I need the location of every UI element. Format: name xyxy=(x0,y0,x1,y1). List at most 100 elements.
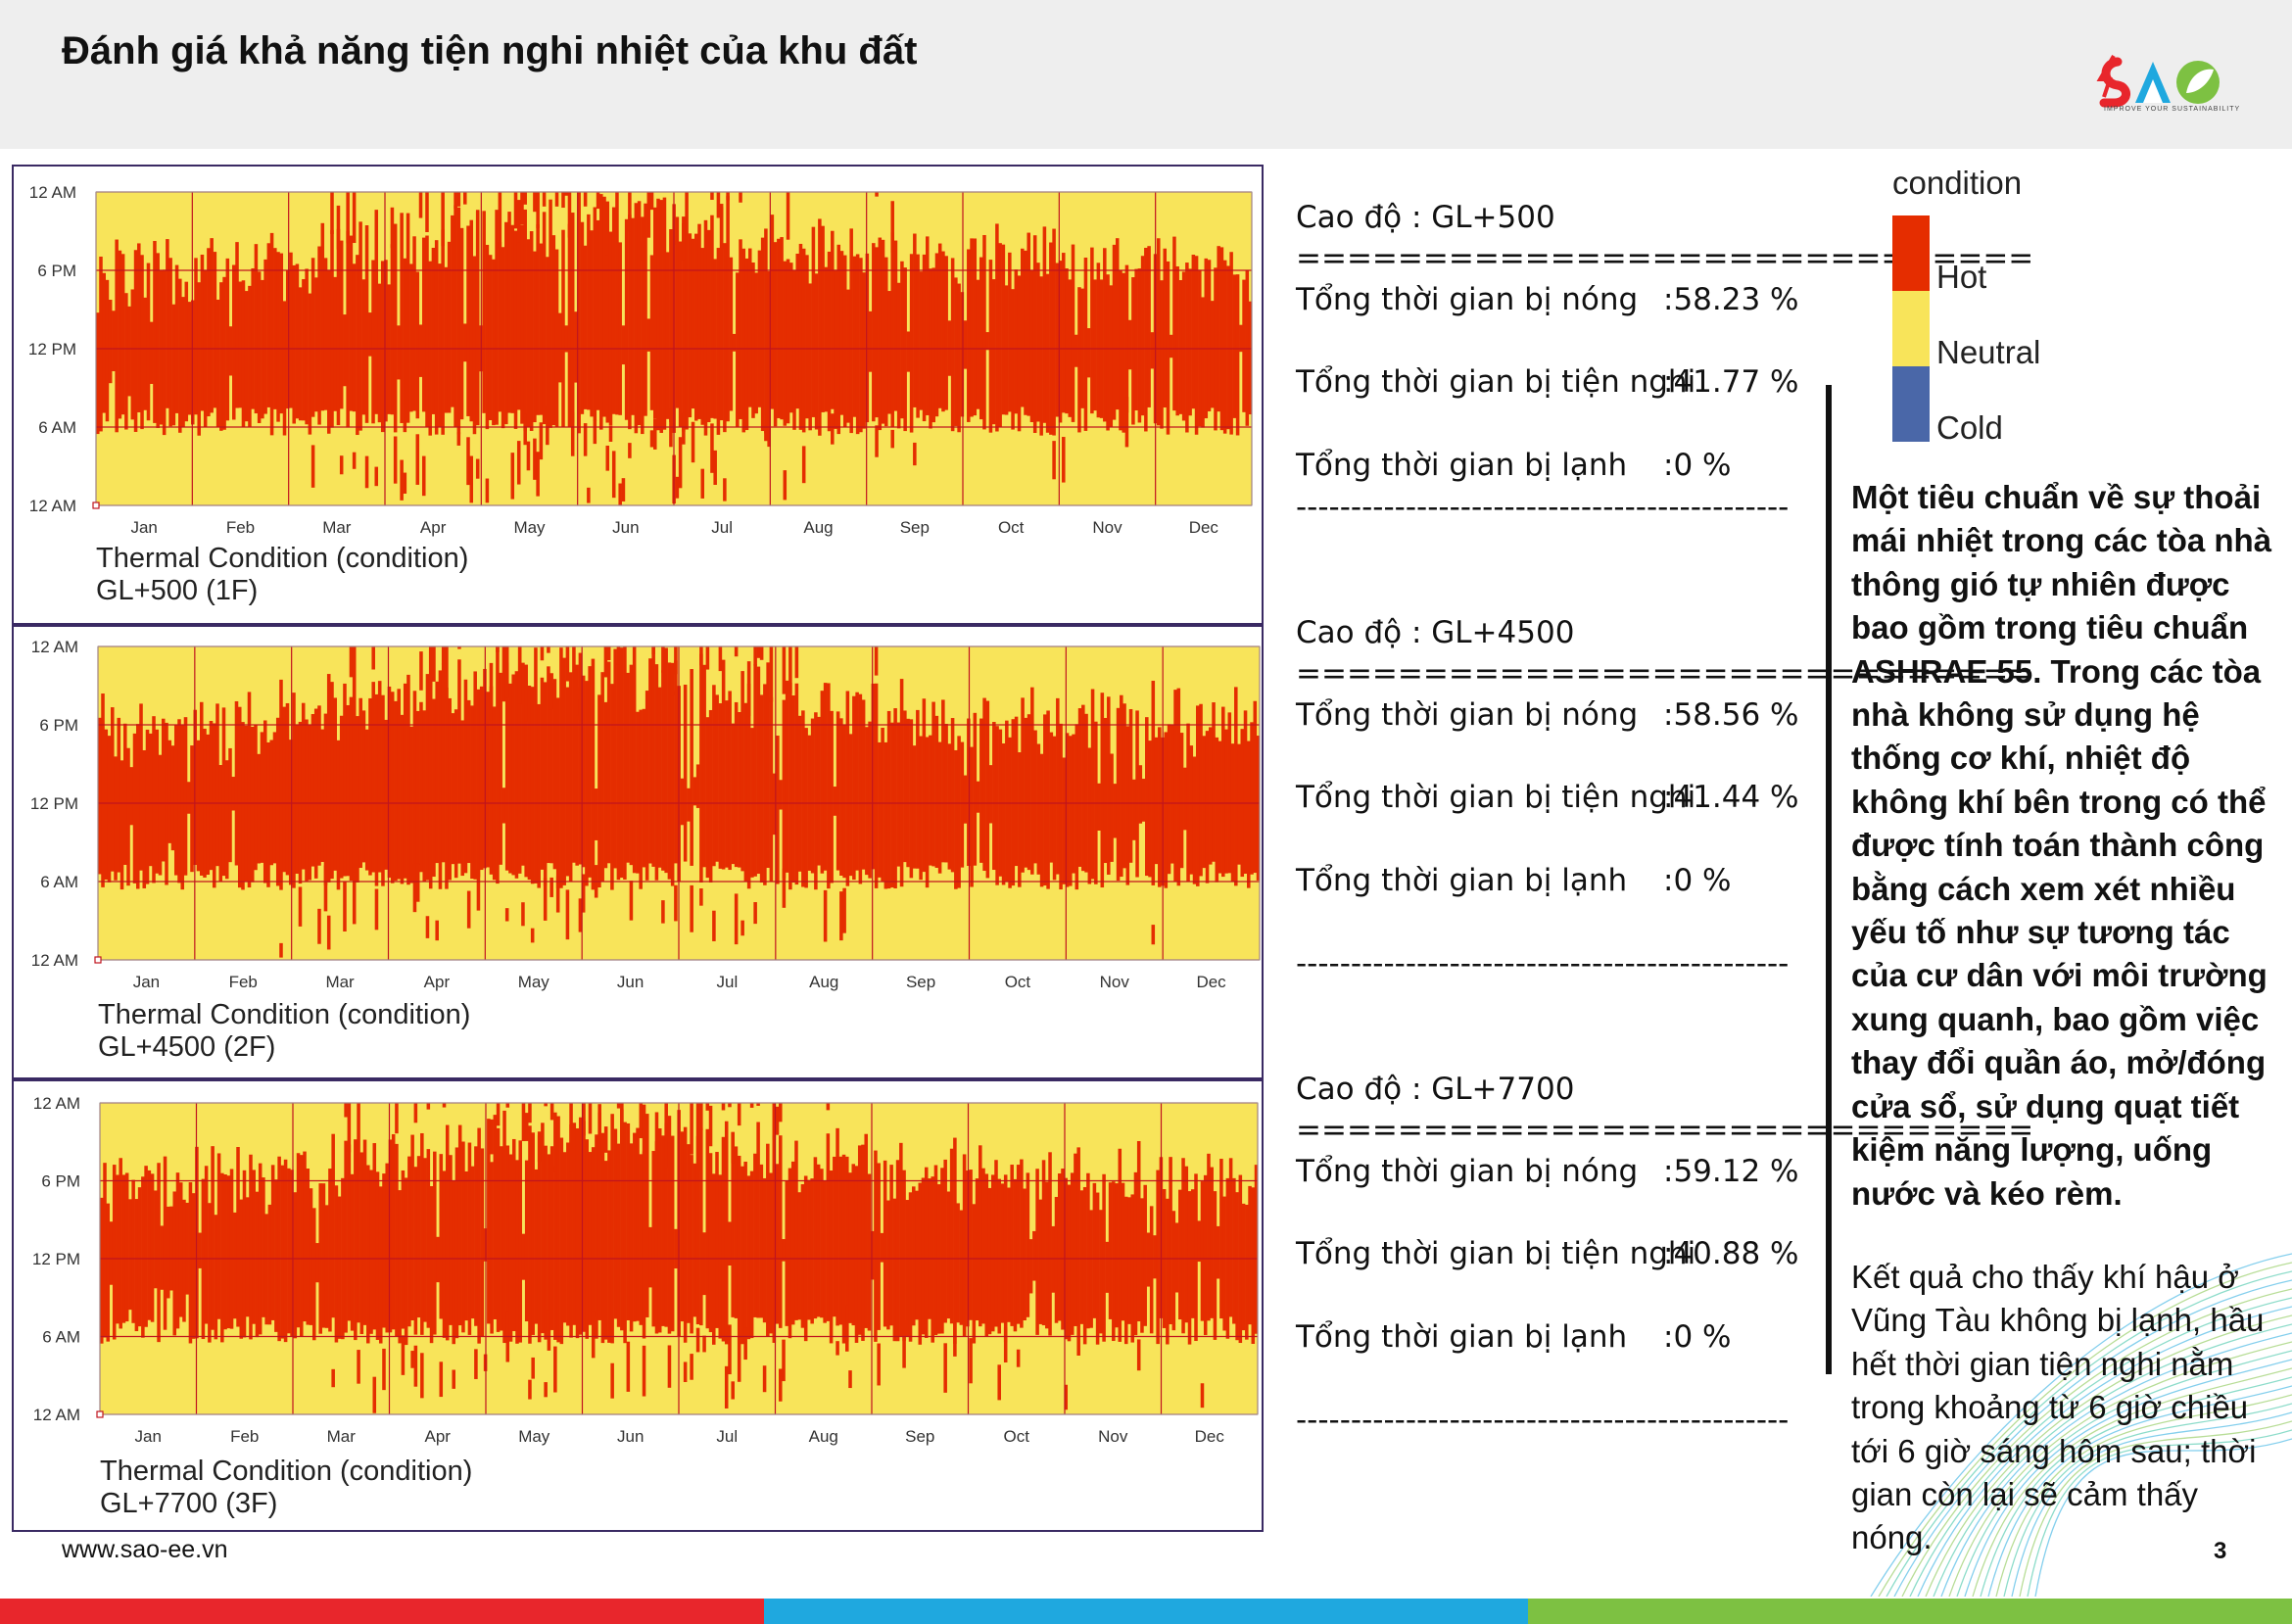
heatmap-cell xyxy=(973,712,978,866)
heatmap-cell xyxy=(925,737,930,888)
heatmap-cell xyxy=(436,1236,440,1283)
heatmap-cell xyxy=(1084,713,1088,873)
heatmap-cell xyxy=(488,255,493,420)
heatmap-cell xyxy=(520,224,524,424)
heatmap-cell xyxy=(970,746,974,887)
heatmap-cell xyxy=(245,1197,250,1317)
heatmap-cell xyxy=(646,318,651,352)
y-tick-label: 12 PM xyxy=(30,794,78,813)
heatmap-cell xyxy=(624,218,629,420)
header-band xyxy=(0,0,2292,149)
website-link[interactable]: www.sao-ee.vn xyxy=(62,1536,228,1563)
heatmap-cell xyxy=(782,1239,786,1262)
heatmap-cell xyxy=(887,291,891,414)
heatmap-cell xyxy=(785,1180,789,1326)
heatmap-cell xyxy=(692,1163,697,1317)
heatmap-cell xyxy=(439,1361,444,1398)
heatmap-cell xyxy=(868,721,872,879)
chart-panel-gl4500: 12 AM 6 PM 12 PM 6 AM 12 AM Jan Feb Mar Apr May Ju… xyxy=(12,625,1264,1079)
heatmap-cell xyxy=(956,1203,960,1323)
heatmap-cell xyxy=(616,1103,621,1109)
heatmap-cell xyxy=(919,736,923,881)
heatmap-cell xyxy=(257,753,262,864)
heatmap-cell xyxy=(178,278,182,433)
heatmap-cell xyxy=(603,646,608,678)
heatmap-cell xyxy=(425,916,430,938)
heatmap-cell xyxy=(169,1206,173,1291)
heatmap-cell xyxy=(252,1170,256,1324)
heatmap-cell xyxy=(741,248,746,433)
heatmap-cell xyxy=(753,664,757,877)
heatmap-cell xyxy=(628,215,632,430)
heatmap-cell xyxy=(234,700,239,866)
heatmap-cell xyxy=(581,874,586,913)
heatmap-cell xyxy=(352,452,357,469)
heatmap-cell xyxy=(349,646,354,678)
heatmap-cell xyxy=(526,441,531,471)
heatmap-cell xyxy=(546,257,549,419)
heatmap-cell xyxy=(536,452,540,497)
heatmap-cell xyxy=(187,302,192,415)
heatmap-cell xyxy=(852,695,856,881)
heatmap-cell xyxy=(710,215,714,418)
heatmap-cell xyxy=(435,920,439,941)
stats-neutral-label: Tổng thời gian bị tiện nghi xyxy=(1296,364,1696,400)
heatmap-cell xyxy=(528,1379,532,1400)
legend-swatch-cold xyxy=(1892,366,1930,442)
heatmap-cell xyxy=(997,1178,1001,1334)
heatmap-cell xyxy=(985,700,990,879)
heatmap-cell xyxy=(591,658,596,890)
x-tick-label: May xyxy=(518,973,550,991)
heatmap-cell xyxy=(504,221,508,425)
heatmap-cell xyxy=(1097,783,1101,831)
heatmap-cell xyxy=(575,1127,580,1339)
heatmap-cell xyxy=(289,252,293,408)
heatmap-cell xyxy=(554,249,559,428)
origin-marker xyxy=(96,1410,104,1418)
heatmap-cell xyxy=(814,273,819,430)
heatmap-cell xyxy=(132,733,137,884)
heatmap-cell xyxy=(943,1343,947,1393)
heatmap-cell xyxy=(1000,1183,1005,1323)
heatmap-cell xyxy=(890,201,894,253)
heatmap-cell xyxy=(1187,1191,1192,1345)
heatmap-cell xyxy=(845,1305,849,1352)
heatmap-cell xyxy=(713,450,717,485)
heatmap-cell xyxy=(441,663,446,863)
heatmap-cell xyxy=(587,214,591,410)
heatmap-cell xyxy=(247,692,252,888)
heatmap-cell xyxy=(526,239,531,427)
heatmap-cell xyxy=(718,646,723,672)
heatmap-cell xyxy=(954,749,958,889)
heatmap-cell xyxy=(564,192,568,196)
x-tick-label: Jul xyxy=(717,973,739,991)
heatmap-cell xyxy=(1171,1211,1176,1331)
stats-level: Cao độ : GL+7700 xyxy=(1296,1072,1575,1107)
heatmap-cell xyxy=(817,716,821,866)
heatmap-cell xyxy=(452,1180,455,1345)
x-tick-label: Mar xyxy=(322,518,352,537)
heatmap-cell xyxy=(449,1155,453,1325)
heatmap-cell xyxy=(1181,1158,1185,1334)
heatmap-cell xyxy=(929,735,932,866)
heatmap-cell xyxy=(1256,736,1261,881)
heatmap-cell xyxy=(842,725,846,879)
heatmap-cell xyxy=(200,254,205,411)
heatmap-cell xyxy=(442,1170,447,1338)
heatmap-cell xyxy=(549,1103,554,1121)
heatmap-cell xyxy=(368,312,372,357)
heatmap-cell xyxy=(726,195,730,422)
heatmap-cell xyxy=(226,1175,231,1329)
heatmap-cell xyxy=(1086,328,1091,378)
heatmap-cell xyxy=(128,1199,132,1311)
heatmap-cell xyxy=(372,1376,377,1413)
heatmap-cell xyxy=(1056,697,1060,875)
heatmap-cell xyxy=(1081,704,1085,872)
heatmap-cell xyxy=(591,1147,596,1317)
heatmap-cell xyxy=(1008,252,1012,412)
heatmap-cell xyxy=(109,1221,114,1285)
heatmap-cell xyxy=(1209,727,1213,865)
heatmap-cell xyxy=(962,1154,967,1337)
heatmap-cell xyxy=(555,697,560,889)
heatmap-cell xyxy=(670,1135,675,1332)
